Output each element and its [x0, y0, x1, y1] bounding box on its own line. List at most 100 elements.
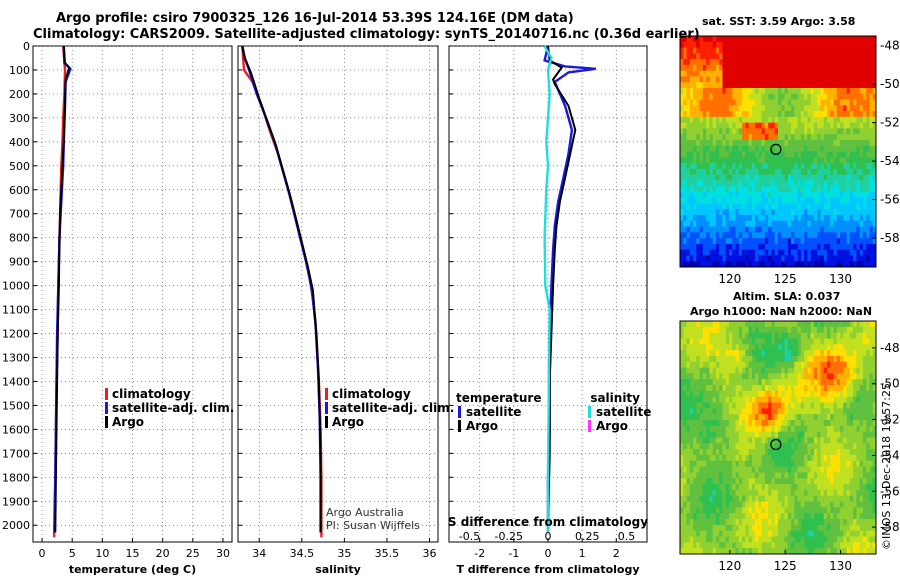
- heatmap-cell: [778, 93, 782, 100]
- heatmap-cell: [715, 163, 720, 170]
- heatmap-cell: [680, 47, 684, 54]
- heatmap-cell: [862, 255, 867, 262]
- heatmap-cell: [742, 128, 746, 135]
- heatmap-cell: [836, 64, 841, 72]
- heatmap-cell: [683, 437, 687, 444]
- heatmap-cell: [804, 489, 808, 497]
- heatmap-cell: [827, 431, 831, 438]
- heatmap-cell: [872, 367, 877, 374]
- heatmap-cell: [820, 478, 825, 485]
- heatmap-cell: [689, 542, 694, 549]
- heatmap-cell: [872, 255, 877, 262]
- heatmap-cell: [823, 47, 828, 54]
- heatmap-cell: [751, 151, 756, 158]
- heatmap-cell: [683, 402, 687, 409]
- heatmap-cell: [840, 134, 844, 141]
- heatmap-cell: [862, 116, 867, 124]
- heatmap-cell: [781, 76, 785, 83]
- heatmap-cell: [778, 232, 782, 239]
- heatmap-cell: [794, 536, 798, 543]
- heatmap-cell: [840, 513, 844, 520]
- x-tick-label: -2: [474, 547, 485, 560]
- heatmap-cell: [745, 261, 749, 268]
- heatmap-cell: [712, 255, 717, 262]
- heatmap-cell: [804, 420, 808, 427]
- heatmap-cell: [849, 238, 854, 245]
- heatmap-cell: [833, 472, 838, 479]
- heatmap-cell: [827, 53, 831, 60]
- heatmap-cell: [833, 238, 838, 245]
- heatmap-cell: [827, 321, 831, 328]
- heatmap-cell: [804, 513, 808, 520]
- heatmap-cell: [849, 249, 854, 256]
- heatmap-cell: [836, 220, 841, 227]
- heatmap-cell: [794, 36, 798, 43]
- heatmap-cell: [764, 116, 769, 124]
- heatmap-cell: [706, 513, 710, 520]
- heatmap-cell: [748, 449, 753, 456]
- heatmap-cell: [686, 355, 691, 363]
- heatmap-cell: [856, 379, 861, 386]
- heatmap-cell: [778, 355, 782, 363]
- heatmap-cell: [823, 507, 828, 514]
- heatmap-cell: [686, 519, 691, 526]
- heatmap-cell: [768, 151, 772, 158]
- heatmap-cell: [686, 350, 691, 357]
- heatmap-cell: [742, 203, 746, 210]
- heatmap-cell: [758, 215, 763, 222]
- heatmap-cell: [774, 495, 779, 502]
- heatmap-cell: [830, 180, 834, 187]
- heatmap-cell: [843, 361, 847, 368]
- heatmap-cell: [742, 536, 746, 543]
- heatmap-cell: [853, 431, 857, 438]
- heatmap-cell: [699, 466, 704, 473]
- heatmap-cell: [764, 420, 769, 427]
- heatmap-cell: [680, 105, 684, 112]
- heatmap-cell: [689, 139, 694, 147]
- heatmap-cell: [696, 226, 700, 233]
- heatmap-cell: [712, 36, 717, 43]
- heatmap-cell: [836, 261, 841, 268]
- heatmap-cell: [856, 513, 861, 520]
- heatmap-cell: [751, 390, 756, 398]
- heatmap-cell: [719, 64, 723, 72]
- heatmap-cell: [706, 484, 710, 491]
- heatmap-cell: [813, 414, 818, 421]
- heatmap-cell: [709, 226, 714, 233]
- heatmap-cell: [787, 425, 792, 433]
- heatmap-cell: [843, 76, 847, 83]
- heatmap-cell: [755, 99, 759, 106]
- heatmap-cell: [735, 64, 740, 72]
- heatmap-cell: [719, 163, 723, 170]
- map-y-tick-label: -52: [880, 116, 900, 130]
- heatmap-cell: [722, 379, 727, 386]
- heatmap-cell: [735, 332, 740, 339]
- heatmap-cell: [840, 82, 844, 89]
- heatmap-cell: [725, 524, 730, 532]
- heatmap-cell: [778, 443, 782, 450]
- heatmap-cell: [696, 116, 700, 124]
- heatmap-cell: [787, 431, 792, 438]
- heatmap-cell: [787, 478, 792, 485]
- heatmap-cell: [784, 174, 789, 181]
- heatmap-cell: [778, 466, 782, 473]
- heatmap-cell: [787, 116, 792, 124]
- heatmap-cell: [732, 425, 736, 433]
- heatmap-cell: [807, 122, 812, 129]
- heatmap-cell: [706, 261, 710, 268]
- heatmap-cell: [686, 105, 691, 112]
- heatmap-cell: [696, 390, 700, 398]
- heatmap-cell: [823, 116, 828, 124]
- heatmap-cell: [709, 350, 714, 357]
- heatmap-cell: [817, 232, 821, 239]
- heatmap-cell: [715, 425, 720, 433]
- heatmap-cell: [843, 41, 847, 48]
- x-tick-label: 36: [422, 547, 436, 560]
- heatmap-cell: [768, 390, 772, 398]
- heatmap-cell: [830, 373, 834, 380]
- heatmap-cell: [827, 420, 831, 427]
- heatmap-cell: [709, 530, 714, 537]
- heatmap-cell: [702, 64, 707, 72]
- heatmap-cell: [722, 513, 727, 520]
- heatmap-cell: [791, 105, 795, 112]
